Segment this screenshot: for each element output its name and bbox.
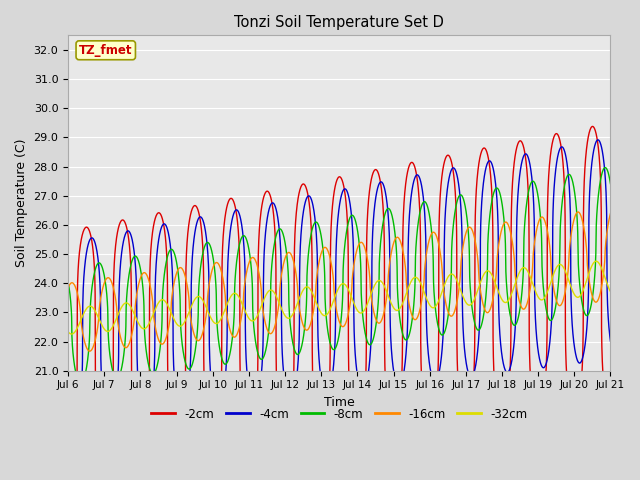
-16cm [402,267,410,273]
-4cm [402,355,410,360]
Line: -32cm: -32cm [68,261,611,334]
-32cm [392,307,400,313]
-2cm [216,413,223,419]
-32cm [556,262,563,267]
-32cm [216,318,223,324]
-4cm [594,137,602,143]
-32cm [592,258,600,264]
-8cm [602,165,609,170]
-2cm [555,134,563,140]
-8cm [216,346,223,352]
-8cm [64,279,72,285]
-32cm [180,319,188,325]
-4cm [556,148,563,154]
-2cm [392,423,400,429]
-16cm [86,348,93,354]
-4cm [64,411,72,417]
Title: Tonzi Soil Temperature Set D: Tonzi Soil Temperature Set D [234,15,444,30]
-8cm [607,180,614,186]
-32cm [68,331,76,337]
-4cm [392,380,400,385]
-4cm [216,406,223,411]
-4cm [607,337,614,343]
Line: -8cm: -8cm [68,168,611,384]
-2cm [180,405,188,410]
-8cm [402,337,410,343]
-2cm [607,412,614,418]
-16cm [574,209,582,215]
-2cm [606,412,614,418]
-16cm [607,211,614,216]
-4cm [607,338,614,344]
Line: -16cm: -16cm [68,212,611,351]
-16cm [607,211,614,217]
Line: -4cm: -4cm [68,140,611,429]
-32cm [64,329,72,335]
Text: TZ_fmet: TZ_fmet [79,44,132,57]
X-axis label: Time: Time [324,396,355,409]
-8cm [392,244,400,250]
-2cm [64,450,72,456]
Legend: -2cm, -4cm, -8cm, -16cm, -32cm: -2cm, -4cm, -8cm, -16cm, -32cm [147,403,532,425]
Line: -2cm: -2cm [68,126,611,453]
-8cm [607,181,614,187]
-2cm [402,182,410,188]
-8cm [556,271,563,277]
Y-axis label: Soil Temperature (C): Soil Temperature (C) [15,139,28,267]
-4cm [180,408,188,414]
-16cm [392,235,400,240]
-8cm [180,356,188,361]
-16cm [556,302,563,308]
-16cm [64,285,72,291]
-2cm [589,123,596,129]
-32cm [607,288,614,294]
-16cm [216,264,223,269]
-8cm [77,381,84,386]
-16cm [180,271,188,276]
-32cm [607,288,614,294]
-4cm [70,426,77,432]
-32cm [402,292,410,298]
